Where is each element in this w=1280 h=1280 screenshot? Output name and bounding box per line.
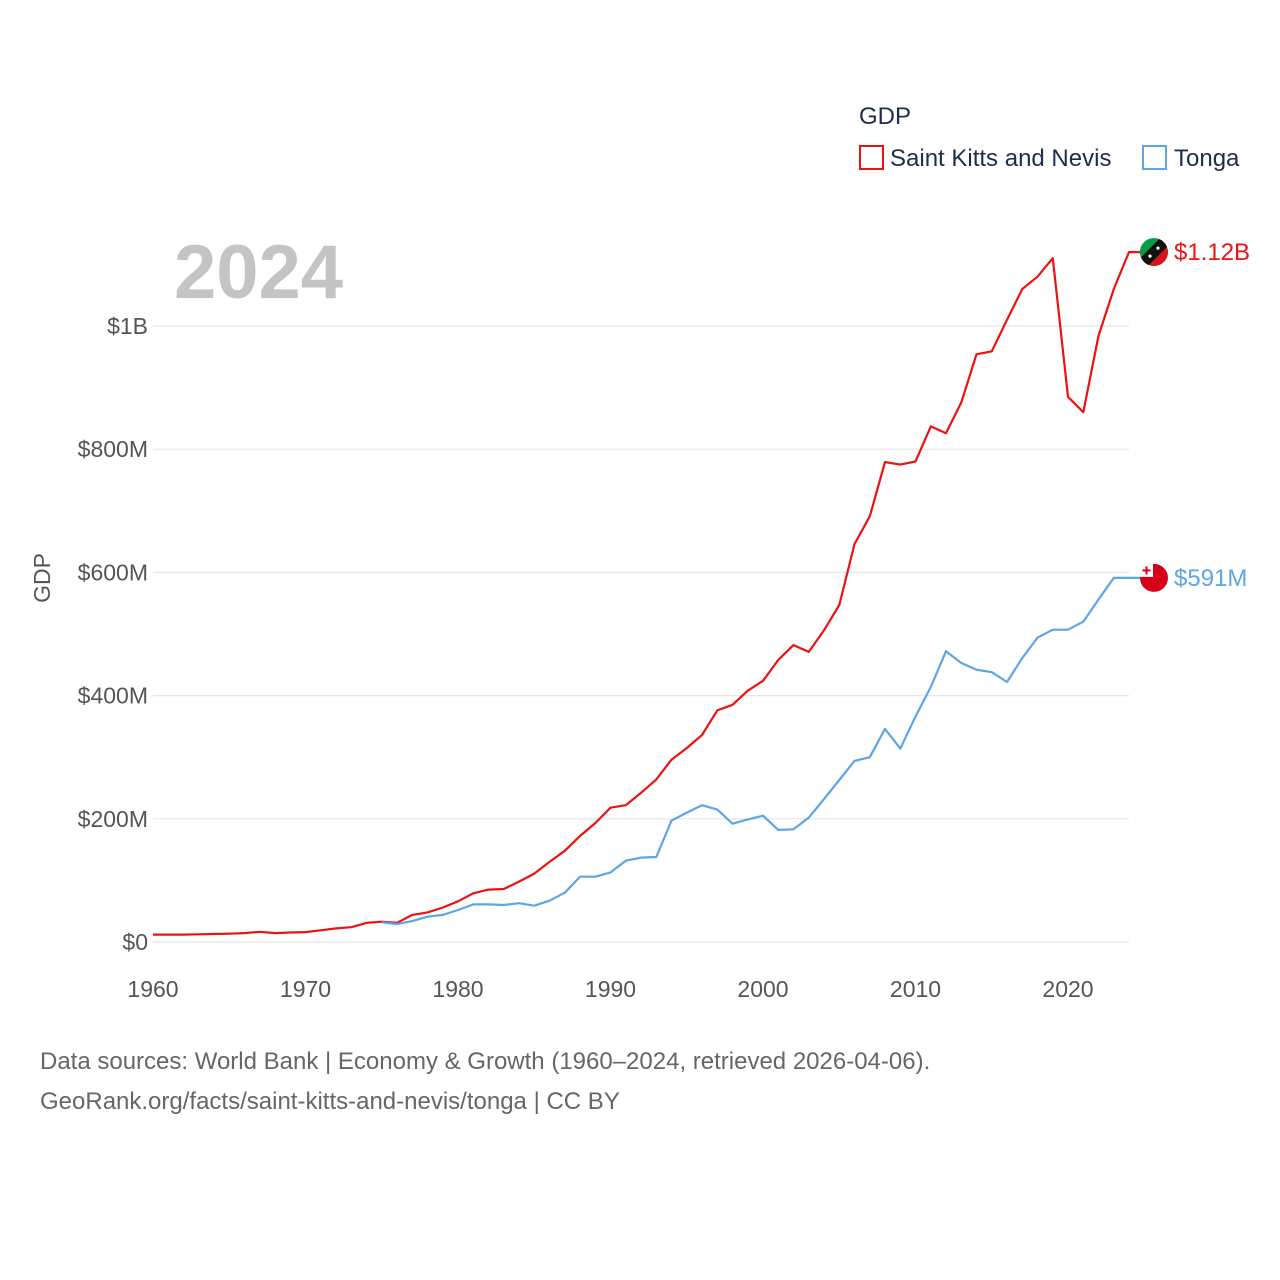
- gdp-line-chart: $0$200M$400M$600M$800M$1B 1960 1970 1980 19…: [29, 103, 1250, 1002]
- legend-swatch-saint-kitts-and-nevis[interactable]: [859, 145, 884, 170]
- legend-label-tonga[interactable]: Tonga: [1174, 145, 1240, 172]
- x-tick-label: 1980: [432, 976, 483, 1002]
- x-tick-label: 1970: [280, 976, 331, 1002]
- y-axis-title: GDP: [29, 553, 55, 603]
- end-value-label-tonga: $591M: [1174, 565, 1247, 592]
- legend: GDP Saint Kitts and Nevis Tonga: [859, 103, 1240, 172]
- x-tick-label: 1960: [127, 976, 178, 1002]
- series-line-tonga[interactable]: [381, 576, 1154, 926]
- y-tick-label: $200M: [78, 806, 148, 832]
- legend-title: GDP: [859, 103, 911, 130]
- y-tick-label: $1B: [107, 313, 148, 339]
- saint-kitts-and-nevis-flag-icon: [1140, 238, 1168, 267]
- x-axis-ticks: 1960 1970 1980 1990 2000 2010 2020: [127, 976, 1093, 1002]
- legend-swatch-tonga[interactable]: [1142, 145, 1167, 170]
- series-line-saint-kitts-and-nevis[interactable]: [153, 251, 1154, 936]
- x-tick-label: 2000: [737, 976, 788, 1002]
- source-line-2[interactable]: GeoRank.org/facts/saint-kitts-and-nevis/…: [40, 1088, 620, 1115]
- legend-label-saint-kitts-and-nevis[interactable]: Saint Kitts and Nevis: [890, 145, 1111, 172]
- data-source-note: Data sources: World Bank | Economy & Gro…: [40, 1042, 930, 1122]
- y-tick-label: $0: [122, 929, 148, 955]
- year-label: 2024: [174, 230, 343, 315]
- y-tick-label: $600M: [78, 559, 148, 585]
- grid-lines: [153, 325, 1129, 943]
- y-tick-label: $800M: [78, 436, 148, 462]
- x-tick-label: 1990: [585, 976, 636, 1002]
- series-lines: [153, 251, 1154, 936]
- y-tick-label: $400M: [78, 683, 148, 709]
- y-axis-ticks: $0 $200M $400M $600M $800M $1B: [78, 313, 148, 955]
- x-tick-label: 2020: [1042, 976, 1093, 1002]
- source-line-1: Data sources: World Bank | Economy & Gro…: [40, 1048, 931, 1075]
- end-value-label-saint-kitts-and-nevis: $1.12B: [1174, 239, 1250, 266]
- x-tick-label: 2010: [890, 976, 941, 1002]
- tonga-flag-icon: [1140, 563, 1168, 592]
